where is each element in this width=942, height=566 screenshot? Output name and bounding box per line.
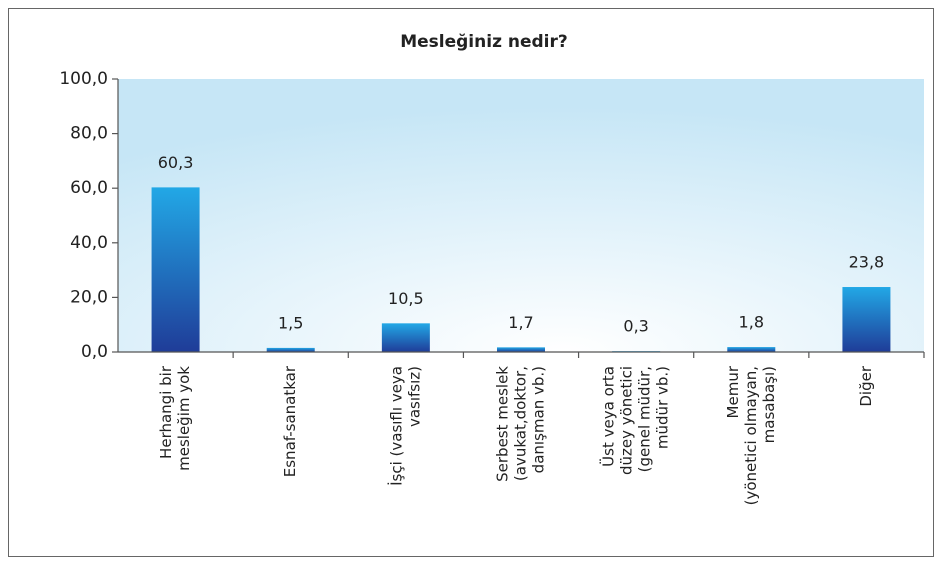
x-tick-label: Diğer — [857, 365, 875, 406]
bar — [151, 187, 200, 352]
x-tick-label: İşçi (vasıflı veya — [386, 366, 405, 486]
x-tick-label: (avukat,doktor, — [512, 366, 530, 481]
x-tick-label: masabaşı) — [760, 366, 778, 443]
x-tick-label: düzey yönetici — [618, 366, 636, 475]
bar — [727, 347, 776, 352]
value-label: 10,5 — [388, 289, 424, 308]
y-tick-label: 20,0 — [70, 287, 108, 307]
bar — [266, 347, 315, 352]
x-tick-label: vasıfsız) — [405, 366, 423, 427]
value-label: 60,3 — [158, 153, 194, 172]
x-tick-label-group: Esnaf-sanatkar — [281, 365, 299, 477]
value-label: 23,8 — [849, 253, 885, 272]
value-label: 1,8 — [739, 313, 764, 332]
x-tick-label-group: İşçi (vasıflı veya vasıfsız) — [386, 366, 423, 486]
x-tick-label-group: Herhangi bir mesleğim yok — [157, 365, 193, 471]
x-tick-label-group: Serbest meslek (avukat,doktor, danışman vb… — [494, 366, 548, 482]
chart-title: Mesleğiniz nedir? — [400, 32, 568, 52]
bar — [842, 287, 891, 352]
x-tick-label: mesleğim yok — [175, 366, 193, 471]
x-tick-label: Memur — [724, 365, 742, 418]
x-tick-label: (genel müdür, — [636, 366, 654, 472]
x-tick-label: Esnaf-sanatkar — [281, 365, 299, 477]
x-tick-label: danışman vb.) — [530, 366, 548, 473]
x-tick-label-group: Üst veya orta düzey yönetici (genel müdür,… — [599, 366, 672, 475]
x-tick-label-group: Memur (yönetici olmayan, masabaşı) — [724, 365, 778, 505]
x-tick-label: Herhangi bir — [157, 365, 175, 459]
bar — [497, 347, 545, 352]
y-tick-label: 40,0 — [70, 233, 108, 253]
y-tick-label: 80,0 — [70, 124, 108, 144]
value-label: 1,7 — [508, 313, 533, 332]
x-tick-label: Üst veya orta — [599, 366, 618, 467]
value-label: 1,5 — [278, 313, 303, 332]
value-label: 0,3 — [623, 317, 648, 336]
y-tick-label: 0,0 — [81, 342, 108, 362]
plot-area — [118, 79, 924, 352]
x-tick-label-group: Diğer — [857, 365, 875, 406]
x-tick-label: müdür vb.) — [654, 366, 672, 449]
x-tick-label: (yönetici olmayan, — [742, 366, 760, 505]
y-tick-label: 100,0 — [59, 69, 108, 89]
bar — [381, 323, 430, 352]
y-tick-label: 60,0 — [70, 178, 108, 198]
x-tick-label: Serbest meslek — [494, 366, 512, 482]
